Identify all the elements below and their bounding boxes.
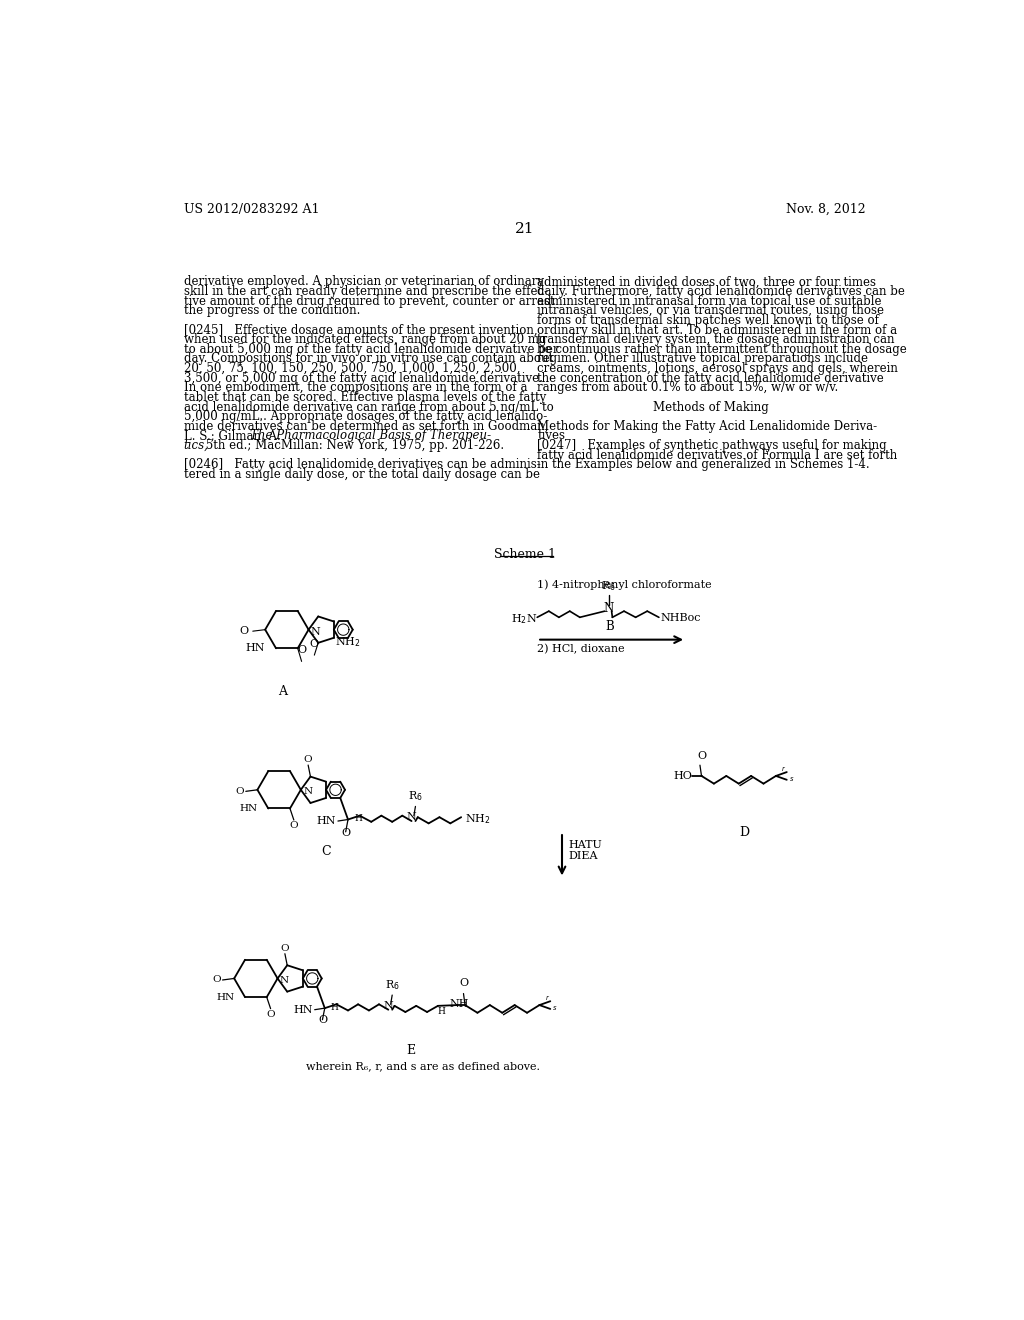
Text: 21: 21 [515, 222, 535, 235]
Text: $_s$: $_s$ [788, 775, 795, 784]
Text: A: A [279, 685, 288, 698]
Text: O: O [459, 978, 468, 989]
Text: O: O [239, 626, 248, 636]
Text: O: O [266, 1010, 274, 1019]
Text: 5th ed.; MacMillan: New York, 1975, pp. 201-226.: 5th ed.; MacMillan: New York, 1975, pp. … [202, 440, 504, 451]
Text: administered in intranasal form via topical use of suitable: administered in intranasal form via topi… [538, 294, 882, 308]
Text: N: N [311, 627, 321, 636]
Text: 1) 4-nitrophenyl chloroformate: 1) 4-nitrophenyl chloroformate [538, 579, 712, 590]
Text: intranasal vehicles, or via transdermal routes, using those: intranasal vehicles, or via transdermal … [538, 305, 884, 317]
Text: wherein R₆, r, and s are as defined above.: wherein R₆, r, and s are as defined abov… [306, 1061, 541, 1072]
Text: O: O [281, 944, 289, 953]
Text: skill in the art can readily determine and prescribe the effec-: skill in the art can readily determine a… [183, 285, 548, 298]
Text: R$_6$: R$_6$ [601, 579, 615, 594]
Text: Nov. 8, 2012: Nov. 8, 2012 [786, 203, 866, 216]
Text: N: N [407, 812, 417, 822]
Text: H: H [438, 1007, 445, 1016]
Text: 3,500, or 5,000 mg of the fatty acid lenalidomide derivative.: 3,500, or 5,000 mg of the fatty acid len… [183, 372, 543, 384]
Text: mide derivatives can be determined as set forth in Goodman,: mide derivatives can be determined as se… [183, 420, 548, 433]
Text: derivative employed. A physician or veterinarian of ordinary: derivative employed. A physician or vete… [183, 276, 544, 289]
Text: HN: HN [316, 816, 337, 826]
Text: NH: NH [450, 998, 469, 1008]
Text: O: O [317, 1015, 327, 1026]
Text: tive amount of the drug required to prevent, counter or arrest: tive amount of the drug required to prev… [183, 294, 554, 308]
Text: forms of transdermal skin patches well known to those of: forms of transdermal skin patches well k… [538, 314, 879, 327]
Text: H: H [354, 814, 362, 824]
Text: The Pharmacological Basis of Therapeu-: The Pharmacological Basis of Therapeu- [250, 429, 490, 442]
Text: R$_6$: R$_6$ [385, 978, 399, 993]
Text: N: N [280, 977, 289, 985]
Text: HN: HN [240, 804, 257, 813]
Text: day. Compositions for in vivo or in vitro use can contain about: day. Compositions for in vivo or in vitr… [183, 352, 553, 366]
Text: [0247]   Examples of synthetic pathways useful for making: [0247] Examples of synthetic pathways us… [538, 440, 887, 451]
Text: when used for the indicated effects, range from about 20 mg: when used for the indicated effects, ran… [183, 333, 546, 346]
Text: O: O [697, 751, 707, 760]
Text: B: B [605, 620, 614, 634]
Text: tablet that can be scored. Effective plasma levels of the fatty: tablet that can be scored. Effective pla… [183, 391, 546, 404]
Text: O: O [290, 821, 298, 830]
Text: ranges from about 0.1% to about 15%, w/w or w/v.: ranges from about 0.1% to about 15%, w/w… [538, 381, 839, 395]
Text: E: E [407, 1044, 416, 1057]
Text: O: O [304, 755, 312, 764]
Text: to about 5,000 mg of the fatty acid lenalidomide derivative per: to about 5,000 mg of the fatty acid lena… [183, 343, 558, 356]
Text: Scheme 1: Scheme 1 [494, 548, 556, 561]
Text: O: O [341, 828, 350, 838]
Text: US 2012/0283292 A1: US 2012/0283292 A1 [183, 203, 319, 216]
Text: HN: HN [246, 643, 265, 653]
Text: daily. Furthermore, fatty acid lenalidomide derivatives can be: daily. Furthermore, fatty acid lenalidom… [538, 285, 905, 298]
Text: Methods for Making the Fatty Acid Lenalidomide Deriva-: Methods for Making the Fatty Acid Lenali… [538, 420, 878, 433]
Text: acid lenalidomide derivative can range from about 5 ng/mL to: acid lenalidomide derivative can range f… [183, 400, 554, 413]
Text: NHBoc: NHBoc [660, 612, 700, 623]
Text: N: N [303, 788, 312, 796]
Text: 5,000 ng/mL.. Appropriate dosages of the fatty acid lenalido-: 5,000 ng/mL.. Appropriate dosages of the… [183, 411, 547, 424]
Text: in the Examples below and generalized in Schemes 1-4.: in the Examples below and generalized in… [538, 458, 869, 471]
Text: R$_6$: R$_6$ [408, 789, 423, 804]
Text: [0246]   Fatty acid lenalidomide derivatives can be adminis-: [0246] Fatty acid lenalidomide derivativ… [183, 458, 541, 471]
Text: HN: HN [294, 1005, 313, 1015]
Text: Methods of Making: Methods of Making [653, 400, 769, 413]
Text: N: N [603, 602, 613, 615]
Text: $_s$: $_s$ [552, 1003, 558, 1012]
Text: creams, ointments, lotions, aerosol sprays and gels, wherein: creams, ointments, lotions, aerosol spra… [538, 362, 898, 375]
Text: C: C [321, 845, 331, 858]
Text: O: O [212, 975, 220, 985]
Text: HO: HO [674, 771, 692, 781]
Text: O: O [310, 639, 318, 649]
Text: regimen. Other illustrative topical preparations include: regimen. Other illustrative topical prep… [538, 352, 868, 366]
Text: transdermal delivery system, the dosage administration can: transdermal delivery system, the dosage … [538, 333, 895, 346]
Text: $_r$: $_r$ [545, 994, 550, 1003]
Text: HATU: HATU [568, 840, 602, 850]
Text: ordinary skill in that art. To be administered in the form of a: ordinary skill in that art. To be admini… [538, 323, 897, 337]
Text: DIEA: DIEA [568, 850, 598, 861]
Text: N: N [383, 1001, 393, 1011]
Text: [0245]   Effective dosage amounts of the present invention,: [0245] Effective dosage amounts of the p… [183, 323, 538, 337]
Text: In one embodiment, the compositions are in the form of a: In one embodiment, the compositions are … [183, 381, 527, 395]
Text: tics,: tics, [183, 440, 209, 451]
Text: 2) HCl, dioxane: 2) HCl, dioxane [538, 644, 625, 653]
Text: be continuous rather than intermittent throughout the dosage: be continuous rather than intermittent t… [538, 343, 907, 356]
Text: the concentration of the fatty acid lenalidomide derivative: the concentration of the fatty acid lena… [538, 372, 884, 384]
Text: NH$_2$: NH$_2$ [465, 812, 490, 825]
Text: $_r$: $_r$ [781, 766, 786, 774]
Text: HN: HN [216, 993, 234, 1002]
Text: tives: tives [538, 429, 565, 442]
Text: NH$_2$: NH$_2$ [335, 635, 360, 648]
Text: administered in divided doses of two, three or four times: administered in divided doses of two, th… [538, 276, 877, 289]
Text: 20, 50, 75, 100, 150, 250, 500, 750, 1,000, 1,250, 2,500,: 20, 50, 75, 100, 150, 250, 500, 750, 1,0… [183, 362, 520, 375]
Text: L. S.; Gilman, A.: L. S.; Gilman, A. [183, 429, 285, 442]
Text: O: O [297, 645, 306, 655]
Text: O: O [236, 787, 244, 796]
Text: H: H [331, 1003, 339, 1012]
Text: D: D [739, 826, 750, 840]
Text: the progress of the condition.: the progress of the condition. [183, 305, 360, 317]
Text: H$_2$N: H$_2$N [511, 612, 538, 626]
Text: fatty acid lenalidomide derivatives of Formula I are set forth: fatty acid lenalidomide derivatives of F… [538, 449, 897, 462]
Text: tered in a single daily dose, or the total daily dosage can be: tered in a single daily dose, or the tot… [183, 469, 540, 480]
